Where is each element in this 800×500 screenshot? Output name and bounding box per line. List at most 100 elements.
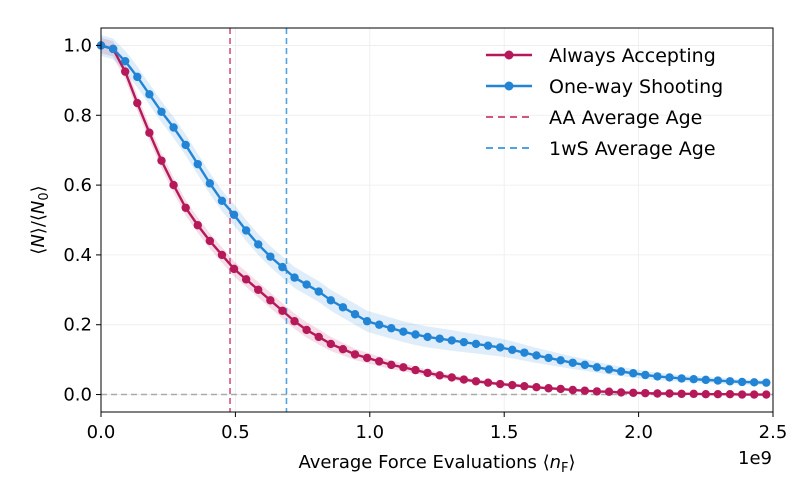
x-axis-label: Average Force Evaluations ⟨nF⟩ — [298, 452, 575, 476]
x-tick-label: 1.5 — [490, 422, 519, 443]
series-lines — [96, 41, 771, 399]
data-point — [375, 357, 384, 366]
data-point — [459, 375, 469, 384]
data-point — [459, 337, 469, 347]
data-point — [616, 367, 626, 376]
data-point — [713, 389, 723, 399]
data-point — [314, 332, 323, 342]
data-point — [737, 377, 747, 387]
data-point — [169, 180, 178, 190]
data-point — [580, 386, 590, 395]
data-point — [375, 320, 384, 329]
x-tick-label: 0.0 — [87, 422, 116, 443]
data-point — [556, 356, 565, 365]
data-point — [169, 123, 178, 132]
data-point — [544, 353, 553, 363]
data-point — [435, 334, 444, 343]
data-point — [665, 373, 674, 382]
data-point — [229, 210, 239, 219]
data-point — [362, 353, 372, 363]
data-point — [278, 306, 287, 315]
data-point — [653, 372, 662, 381]
data-point — [495, 379, 505, 389]
data-point — [266, 252, 275, 261]
data-point — [701, 375, 710, 385]
data-point — [508, 345, 517, 355]
y-tick-label: 0.4 — [63, 245, 92, 266]
data-point — [641, 388, 650, 398]
data-point — [629, 388, 638, 397]
data-point — [689, 389, 698, 399]
data-point — [193, 159, 202, 169]
data-point — [157, 107, 166, 116]
axis-ticks: 0.0 0.5 1.0 1.5 2.0 2.5 0.0 0.2 0.4 0.6 0.8 1.0 — [63, 35, 787, 443]
data-point — [762, 378, 771, 387]
data-point — [338, 303, 348, 312]
confidence-band — [101, 34, 767, 386]
data-point — [193, 221, 202, 230]
data-point — [205, 179, 215, 188]
data-point — [229, 264, 239, 274]
data-point — [495, 343, 505, 352]
data-point — [435, 371, 444, 380]
data-point — [241, 275, 251, 284]
data-point — [120, 67, 130, 76]
data-point — [157, 156, 166, 165]
data-point — [568, 385, 577, 395]
data-point — [217, 196, 227, 205]
data-point — [653, 389, 662, 398]
y-tick-label: 0.2 — [63, 315, 92, 336]
data-point — [133, 72, 142, 82]
data-point — [302, 280, 311, 289]
data-point — [520, 348, 529, 357]
data-point — [423, 332, 432, 342]
data-point — [411, 365, 420, 375]
data-point — [326, 296, 336, 305]
data-point — [254, 285, 263, 295]
data-point — [314, 287, 323, 296]
data-point — [580, 360, 590, 370]
legend-label: One-way Shooting — [549, 76, 723, 98]
x-tick-label: 2.0 — [624, 422, 653, 443]
data-point — [266, 296, 275, 305]
legend-marker — [504, 50, 514, 60]
data-point — [483, 341, 493, 350]
data-point — [532, 351, 541, 360]
data-point — [399, 363, 408, 372]
data-point — [520, 381, 529, 391]
data-point — [629, 369, 638, 378]
data-point — [447, 336, 456, 345]
data-point — [350, 310, 360, 319]
data-point — [568, 358, 577, 367]
x-tick-label: 0.5 — [221, 422, 250, 443]
data-point — [532, 383, 541, 392]
data-point — [181, 140, 190, 150]
data-point — [689, 374, 698, 384]
data-point — [350, 350, 360, 359]
data-point — [471, 377, 481, 386]
data-point — [713, 376, 723, 385]
data-point — [120, 56, 130, 66]
data-point — [302, 325, 311, 335]
data-point — [362, 317, 372, 326]
y-tick-label: 0.6 — [63, 175, 92, 196]
y-tick-label: 0.0 — [63, 385, 92, 406]
data-point — [725, 377, 735, 386]
data-point — [145, 90, 154, 99]
data-point — [641, 370, 650, 380]
data-point — [447, 373, 456, 382]
data-point — [749, 390, 759, 399]
data-point — [241, 226, 251, 235]
data-point — [762, 390, 771, 399]
data-point — [592, 363, 602, 372]
data-point — [508, 380, 517, 390]
data-point — [665, 389, 674, 398]
x-tick-label: 2.5 — [759, 422, 788, 443]
y-tick-label: 1.0 — [63, 35, 92, 56]
data-point — [725, 389, 735, 399]
legend-marker — [504, 81, 514, 91]
data-point — [483, 378, 493, 387]
legend-label: 1wS Average Age — [549, 138, 716, 160]
x-axis-exponent: 1e9 — [738, 448, 772, 469]
